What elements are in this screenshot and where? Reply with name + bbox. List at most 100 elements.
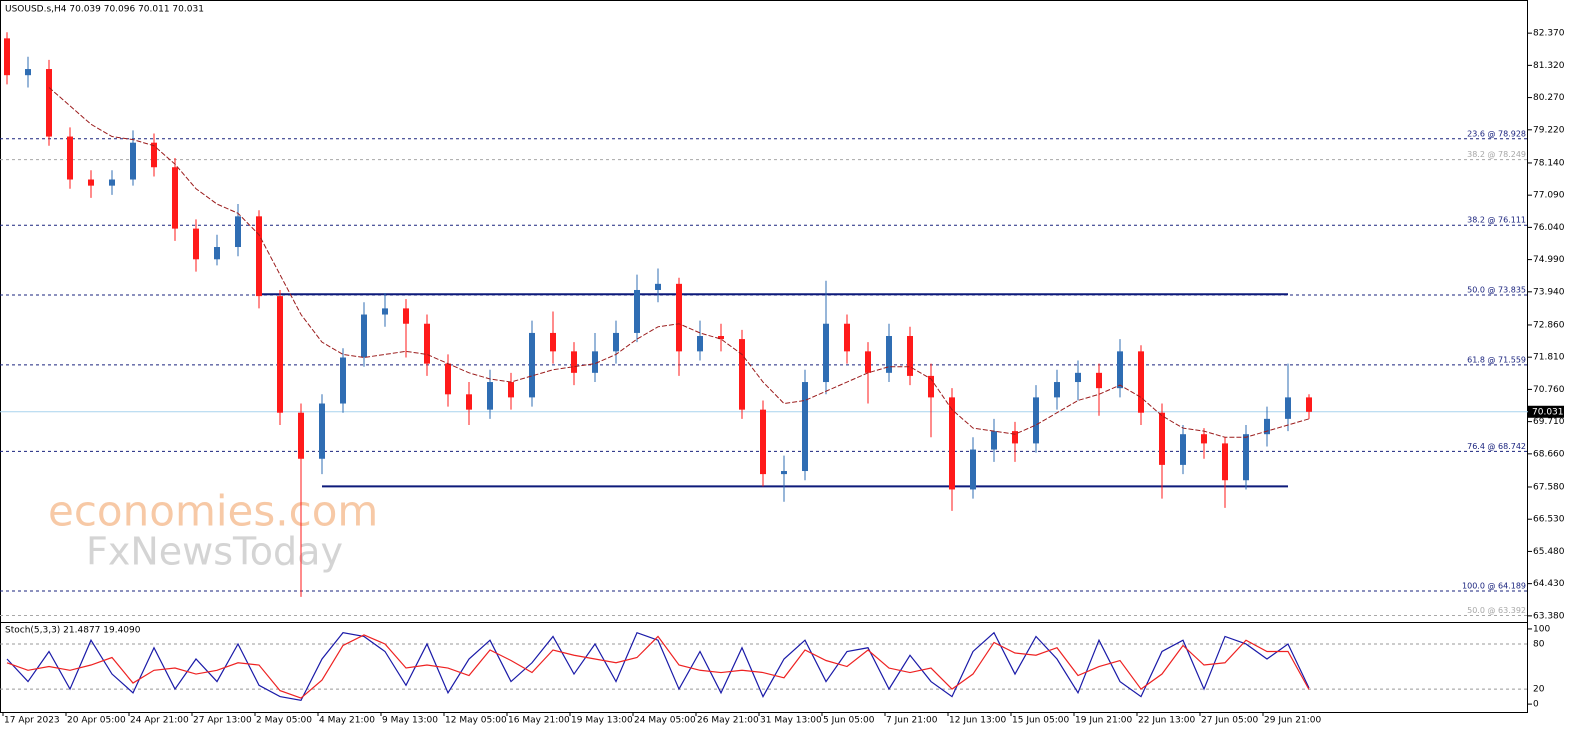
- x-tick-label: 9 May 13:00: [382, 716, 438, 726]
- y-tick-label: 63.380: [1533, 611, 1565, 621]
- x-tick-label: 12 Jun 13:00: [949, 716, 1006, 726]
- x-tick-label: 19 May 13:00: [571, 716, 633, 726]
- candle-body: [487, 382, 493, 410]
- watermark: FxNewsToday: [86, 530, 343, 574]
- candle-body: [907, 336, 913, 376]
- candle-body: [214, 247, 220, 260]
- candle-body: [1180, 434, 1186, 465]
- candle-body: [424, 323, 430, 364]
- candle-body: [886, 336, 892, 373]
- y-tick-label: 80: [1533, 639, 1545, 649]
- candle-body: [634, 289, 640, 333]
- candle-body: [1117, 351, 1123, 389]
- y-tick-label: 78.140: [1533, 158, 1565, 168]
- candle-body: [1285, 397, 1291, 419]
- candle-body: [1201, 434, 1207, 444]
- candle-body: [613, 332, 619, 352]
- candle-body: [1096, 372, 1102, 389]
- x-tick-label: 19 Jun 21:00: [1075, 716, 1132, 726]
- y-tick-label: 72.860: [1533, 320, 1565, 330]
- fib-label: 38.2 @ 78.249: [1467, 150, 1526, 159]
- y-tick-label: 20: [1533, 685, 1545, 695]
- candle-body: [256, 216, 262, 297]
- price-label-box: [1528, 405, 1564, 418]
- moving-average: [48, 87, 1310, 438]
- candle-body: [1306, 397, 1312, 412]
- candle-body: [1033, 397, 1039, 444]
- candle-body: [277, 296, 283, 413]
- candle-body: [571, 351, 577, 373]
- candle-body: [865, 351, 871, 373]
- y-tick-label: 69.710: [1533, 417, 1565, 427]
- x-tick-label: 17 Apr 2023: [4, 716, 60, 726]
- x-tick-label: 26 May 21:00: [697, 716, 759, 726]
- watermark: economies.com: [48, 487, 378, 536]
- candle-body: [1075, 372, 1081, 383]
- y-tick-label: 66.530: [1533, 515, 1565, 525]
- candle-body: [298, 412, 304, 459]
- candle-body: [151, 142, 157, 168]
- y-tick-label: 77.090: [1533, 191, 1565, 201]
- candle-body: [928, 375, 934, 398]
- candle-body: [1159, 412, 1165, 465]
- x-tick-label: 2 May 05:00: [256, 716, 312, 726]
- candle-body: [466, 394, 472, 410]
- candle-body: [172, 167, 178, 229]
- fib-label: 100.0 @ 64.189: [1462, 582, 1526, 591]
- y-tick-label: 67.580: [1533, 482, 1565, 492]
- candle-body: [739, 339, 745, 410]
- x-tick-label: 27 Jun 05:00: [1201, 716, 1258, 726]
- candle-body: [340, 357, 346, 404]
- candle-body: [1222, 443, 1228, 481]
- fib-label: 38.2 @ 76.111: [1467, 216, 1526, 225]
- y-tick-label: 73.940: [1533, 287, 1565, 297]
- x-tick-label: 20 Apr 05:00: [67, 716, 126, 726]
- candle-body: [592, 351, 598, 373]
- y-tick-label: 64.430: [1533, 579, 1565, 589]
- candle-body: [844, 323, 850, 352]
- candle-body: [508, 382, 514, 398]
- candle-body: [403, 308, 409, 324]
- candle-body: [823, 323, 829, 383]
- fib-label: 50.0 @ 63.392: [1467, 606, 1526, 615]
- candle-body: [718, 336, 724, 340]
- candle-body: [970, 449, 976, 490]
- stoch-line: [6, 631, 1310, 702]
- candle-body: [991, 431, 997, 450]
- frame: [0, 0, 1528, 713]
- candle-body: [4, 38, 10, 76]
- fib-label: 23.6 @ 78.928: [1467, 129, 1526, 138]
- x-tick-label: 29 Jun 21:00: [1264, 716, 1321, 726]
- candle-body: [46, 69, 52, 137]
- candle-body: [109, 179, 115, 186]
- indicator-title: Stoch(5,3,3) 21.4877 19.4090: [5, 626, 141, 636]
- x-tick-label: 16 May 21:00: [508, 716, 570, 726]
- candle-body: [1243, 434, 1249, 481]
- stoch-line: [6, 634, 1310, 699]
- x-tick-label: 4 May 21:00: [319, 716, 375, 726]
- x-tick-label: 24 May 05:00: [634, 716, 696, 726]
- y-tick-label: 74.990: [1533, 255, 1565, 265]
- y-tick-label: 81.320: [1533, 61, 1565, 71]
- x-tick-label: 12 May 05:00: [445, 716, 507, 726]
- candle-body: [655, 283, 661, 290]
- candle-body: [760, 409, 766, 475]
- candle-body: [1264, 418, 1270, 435]
- candle-body: [361, 314, 367, 358]
- candle-body: [949, 397, 955, 490]
- y-tick-label: 65.480: [1533, 547, 1565, 557]
- y-tick-label: 80.270: [1533, 93, 1565, 103]
- candle-body: [445, 363, 451, 395]
- candle-body: [1054, 382, 1060, 398]
- price-label: 70.031: [1532, 407, 1564, 417]
- fib-label: 61.8 @ 71.559: [1467, 355, 1526, 364]
- candle-body: [25, 69, 31, 76]
- candle-body: [781, 471, 787, 475]
- candle-body: [235, 216, 241, 248]
- x-tick-label: 24 Apr 21:00: [130, 716, 189, 726]
- candle-body: [130, 142, 136, 180]
- candle-body: [1138, 351, 1144, 413]
- y-tick-label: 71.810: [1533, 353, 1565, 363]
- y-tick-label: 82.370: [1533, 29, 1565, 39]
- x-tick-label: 7 Jun 21:00: [886, 716, 938, 726]
